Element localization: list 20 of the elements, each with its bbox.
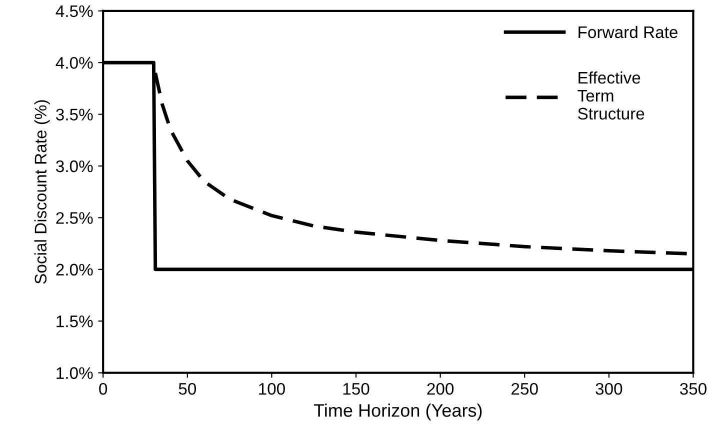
y-tick-label: 1.0% [56,367,93,379]
x-tick-label: 150 [343,382,370,395]
x-tick-label: 50 [178,382,196,395]
x-tick-label: 100 [259,382,285,395]
x-axis-title: Time Horizon (Years) [314,404,482,420]
y-tick-label: 2.5% [56,212,93,224]
y-tick-label: 1.5% [56,316,93,328]
y-tick-label: 4.5% [56,5,93,18]
x-tick-label: 250 [512,382,538,395]
x-tick-label: 300 [596,382,622,395]
y-axis-title: Social Discount Rate (%) [34,100,50,284]
x-tick-label: 0 [99,382,108,395]
x-tick-label: 350 [680,382,706,395]
y-tick-label: 3.5% [56,108,93,120]
legend-label: Effective Term Structure [578,71,644,120]
y-tick-label: 4.0% [56,57,93,69]
y-tick-label: 2.0% [56,264,93,276]
y-tick-label: 3.0% [56,160,93,172]
x-tick-label: 200 [427,382,454,395]
legend-label: Forward Rate [578,26,678,38]
